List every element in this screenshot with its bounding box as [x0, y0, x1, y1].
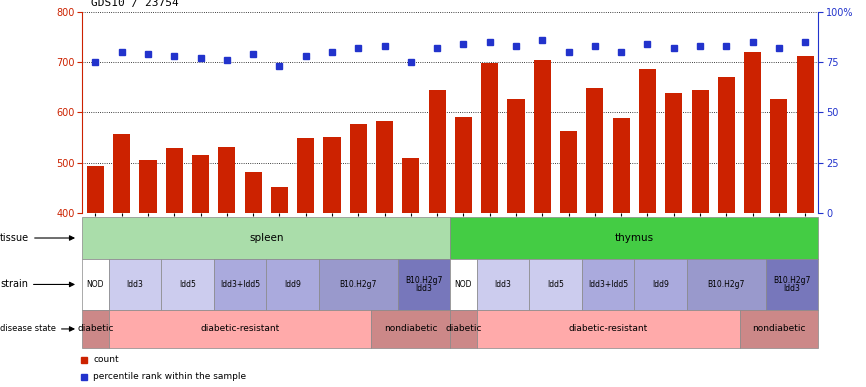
- Bar: [533, 60, 551, 387]
- Bar: [450, 259, 476, 310]
- Bar: [350, 124, 367, 387]
- Text: diabetic: diabetic: [445, 324, 481, 334]
- Text: Idd5: Idd5: [547, 280, 564, 289]
- Bar: [771, 99, 787, 387]
- Bar: [139, 160, 157, 387]
- Bar: [586, 87, 604, 387]
- Bar: [108, 259, 161, 310]
- Text: strain: strain: [0, 279, 74, 289]
- Text: spleen: spleen: [249, 233, 283, 243]
- Text: nondiabetic: nondiabetic: [753, 324, 805, 334]
- Text: NOD: NOD: [87, 280, 104, 289]
- Text: count: count: [94, 355, 119, 365]
- Text: percentile rank within the sample: percentile rank within the sample: [94, 372, 246, 382]
- Text: B10.H2g7
Idd3: B10.H2g7 Idd3: [773, 276, 811, 293]
- Bar: [560, 131, 577, 387]
- Text: B10.H2g7: B10.H2g7: [708, 280, 745, 289]
- Bar: [429, 90, 446, 387]
- Bar: [481, 63, 498, 387]
- Bar: [476, 310, 740, 348]
- Bar: [87, 166, 104, 387]
- Bar: [529, 259, 582, 310]
- Bar: [319, 259, 397, 310]
- Text: B10.H2g7
Idd3: B10.H2g7 Idd3: [405, 276, 443, 293]
- Bar: [665, 93, 682, 387]
- Text: Idd3+Idd5: Idd3+Idd5: [220, 280, 260, 289]
- Bar: [507, 99, 525, 387]
- Bar: [403, 158, 419, 387]
- Text: diabetic: diabetic: [77, 324, 113, 334]
- Bar: [718, 77, 735, 387]
- Bar: [376, 121, 393, 387]
- Bar: [797, 56, 814, 387]
- Text: Idd3: Idd3: [126, 280, 143, 289]
- Bar: [639, 70, 656, 387]
- Text: Idd3: Idd3: [494, 280, 511, 289]
- Bar: [450, 217, 818, 259]
- Bar: [476, 259, 529, 310]
- Text: tissue: tissue: [0, 233, 74, 243]
- Bar: [165, 149, 183, 387]
- Bar: [271, 187, 288, 387]
- Bar: [740, 310, 818, 348]
- Text: diabetic-resistant: diabetic-resistant: [200, 324, 280, 334]
- Bar: [692, 89, 708, 387]
- Bar: [766, 259, 818, 310]
- Bar: [113, 134, 130, 387]
- Bar: [108, 310, 372, 348]
- Text: Idd9: Idd9: [652, 280, 669, 289]
- Bar: [687, 259, 766, 310]
- Text: Idd9: Idd9: [284, 280, 301, 289]
- Text: nondiabetic: nondiabetic: [385, 324, 437, 334]
- Text: NOD: NOD: [455, 280, 472, 289]
- Bar: [218, 147, 236, 387]
- Bar: [634, 259, 687, 310]
- Bar: [455, 117, 472, 387]
- Bar: [297, 139, 314, 387]
- Text: diabetic-resistant: diabetic-resistant: [568, 324, 648, 334]
- Bar: [244, 171, 262, 387]
- Text: thymus: thymus: [615, 233, 654, 243]
- Bar: [450, 310, 476, 348]
- Text: Idd5: Idd5: [179, 280, 196, 289]
- Bar: [214, 259, 267, 310]
- Bar: [267, 259, 319, 310]
- Bar: [82, 217, 450, 259]
- Bar: [372, 310, 450, 348]
- Bar: [612, 118, 630, 387]
- Bar: [161, 259, 214, 310]
- Bar: [582, 259, 634, 310]
- Text: Idd3+Idd5: Idd3+Idd5: [588, 280, 628, 289]
- Bar: [324, 137, 340, 387]
- Bar: [192, 155, 209, 387]
- Text: disease state: disease state: [0, 324, 74, 334]
- Bar: [744, 52, 761, 387]
- Bar: [397, 259, 450, 310]
- Bar: [82, 259, 108, 310]
- Bar: [82, 310, 108, 348]
- Text: B10.H2g7: B10.H2g7: [339, 280, 377, 289]
- Text: GDS10 / 23754: GDS10 / 23754: [91, 0, 178, 8]
